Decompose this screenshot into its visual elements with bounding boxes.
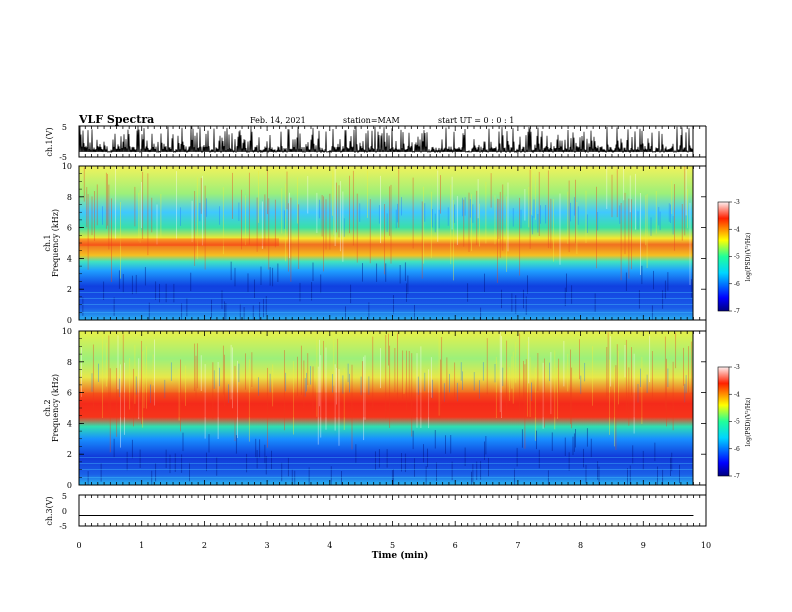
ch2-colorbar-gradient [717, 366, 730, 477]
x-tick-label: 3 [265, 541, 270, 550]
x-tick-label: 2 [202, 541, 207, 550]
ch2-spectrogram-ylabel: Frequency (kHz) [51, 374, 60, 442]
x-tick-label: 7 [515, 541, 520, 550]
ch2-colorbar-label: log(PSD)(V²/Hz) [745, 398, 752, 447]
ch1-ytick-bottom: -5 [59, 153, 67, 162]
date-label: Feb. 14, 2021 [250, 116, 306, 125]
colorbar-tick-label: -6 [734, 281, 740, 288]
station-label: station=MAM [343, 116, 400, 125]
x-tick-label: 1 [139, 541, 144, 550]
start-time-label: start UT = 0 : 0 : 1 [438, 116, 514, 125]
x-tick-label: 6 [453, 541, 458, 550]
colorbar-tick-label: -3 [734, 199, 740, 206]
figure-title: VLF Spectra [78, 113, 154, 126]
x-tick-label: 9 [641, 541, 646, 550]
ch1-spectrogram-panel: 0 2 4 6 8 10 ch.1 Frequency (kHz) [43, 162, 706, 325]
y-tick-label: 4 [67, 254, 72, 263]
ch1-waveform-ylabel: ch.1(V) [45, 127, 54, 156]
colorbar-tick-label: -4 [734, 226, 740, 233]
ch3-waveform-frame [78, 494, 707, 527]
colorbar-tick-label: -4 [734, 391, 740, 398]
ch1-waveform-path [79, 126, 693, 154]
x-axis-ticks [78, 126, 707, 526]
ch1-waveform-panel: 5 -5 ch.1(V) [45, 123, 694, 162]
ch2-colorbar: -3 -4 -5 -6 -7 log(PSD)(V²/Hz) [717, 364, 752, 480]
colorbar-tick-label: -5 [734, 419, 740, 426]
ch1-waveform-frame [78, 125, 694, 158]
x-axis-label: Time (min) [372, 550, 429, 561]
spectrogram-hot-band [79, 392, 693, 418]
y-tick-label: 8 [67, 193, 72, 202]
colorbar-tick-label: -7 [734, 473, 740, 480]
ch3-ytick-bottom: -5 [59, 522, 67, 531]
ch3-ytick-top: 5 [62, 492, 67, 501]
ch1-spectrogram-ylabel: Frequency (kHz) [51, 209, 60, 277]
x-tick-label: 8 [578, 541, 583, 550]
x-tick-label: 4 [327, 541, 332, 550]
ch1-spectrogram-ylabel-top: ch.1 [43, 234, 52, 251]
ch1-spectrogram-field [79, 166, 693, 320]
y-tick-label: 6 [67, 389, 72, 398]
spectrogram-hot-band [79, 238, 279, 247]
x-tick-label: 5 [390, 541, 395, 550]
y-tick-label: 0 [67, 481, 72, 490]
colorbar-tick-label: -6 [734, 446, 740, 453]
ch1-colorbar: -3 -4 -5 -6 -7 log(PSD)(V²/Hz) [717, 199, 752, 315]
ch1-waveform-trace [79, 126, 693, 154]
y-tick-label: 2 [67, 450, 72, 459]
colorbar-tick-label: -5 [734, 254, 740, 261]
x-tick-label: 0 [76, 541, 81, 550]
y-tick-label: 10 [62, 162, 72, 171]
ch3-waveform-panel: 5 0 -5 ch.3(V) [45, 492, 707, 531]
y-tick-label: 0 [67, 316, 72, 325]
x-tick-label: 10 [701, 541, 711, 550]
ch2-spectrogram-streaks [79, 331, 693, 485]
ch1-ytick-top: 5 [62, 123, 67, 132]
y-tick-label: 4 [67, 419, 72, 428]
ch2-spectrogram-ylabel-top: ch.2 [43, 399, 52, 416]
y-tick-label: 6 [67, 224, 72, 233]
colorbar-tick-label: -3 [734, 364, 740, 371]
y-tick-label: 10 [62, 327, 72, 336]
y-tick-label: 2 [67, 285, 72, 294]
y-tick-label: 8 [67, 358, 72, 367]
colorbar-tick-label: -7 [734, 308, 740, 315]
ch2-spectrogram-panel: 0 2 4 6 8 10 ch.2 Frequency (kHz) [43, 327, 706, 490]
x-axis-tick-labels: 0 1 2 3 4 5 6 7 8 9 10 [76, 541, 711, 550]
ch3-ytick-mid: 0 [62, 507, 67, 516]
ch1-colorbar-gradient [717, 201, 730, 312]
ch3-waveform-ylabel: ch.3(V) [45, 496, 54, 525]
ch1-colorbar-label: log(PSD)(V²/Hz) [745, 233, 752, 282]
